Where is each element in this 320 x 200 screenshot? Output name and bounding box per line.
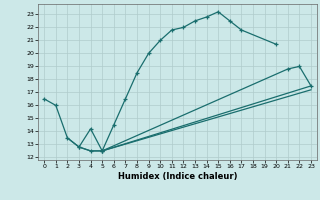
X-axis label: Humidex (Indice chaleur): Humidex (Indice chaleur) xyxy=(118,172,237,181)
